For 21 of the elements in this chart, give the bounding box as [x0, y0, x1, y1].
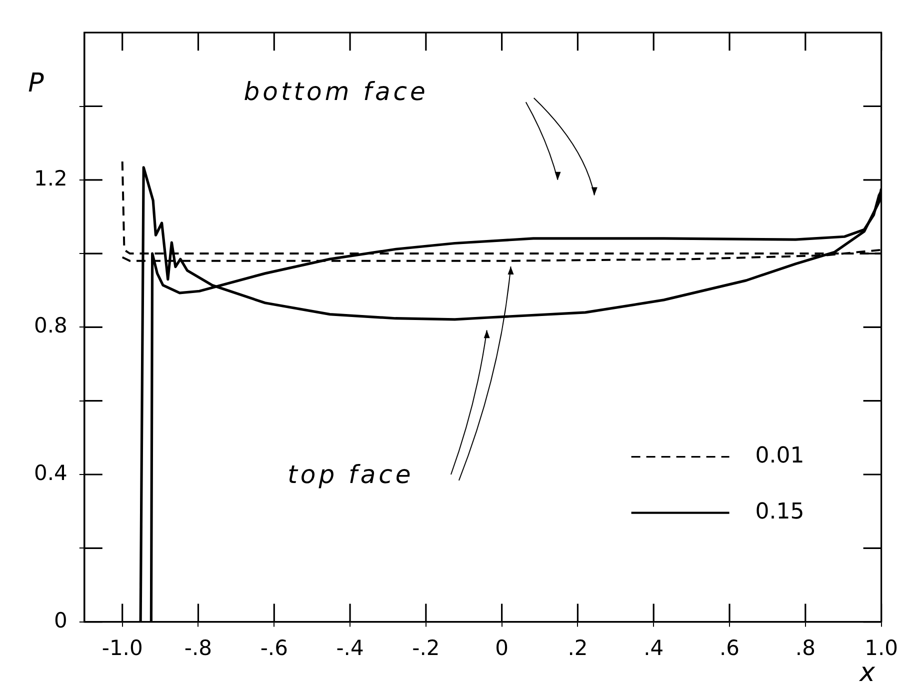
y-tick-label: 0.4 [34, 460, 68, 485]
y-tick-label: 1.2 [34, 166, 68, 190]
x-tick-label: -1.0 [102, 636, 143, 660]
x-tick-label: 0 [495, 636, 509, 660]
x-tick-label: .6 [719, 636, 740, 660]
legend-label: 0.01 [755, 444, 804, 469]
y-tick-label: 0.8 [34, 314, 68, 338]
x-tick-label: -.6 [260, 636, 288, 660]
x-tick-label: -.2 [412, 636, 440, 660]
y-tick-label: 0 [54, 608, 68, 632]
legend-label: 0.15 [755, 500, 804, 525]
x-tick-label: .2 [568, 636, 588, 660]
x-tick-label: -.4 [336, 636, 364, 660]
annotation: bottom face [244, 76, 428, 106]
x-tick-label: .8 [795, 636, 816, 660]
x-tick-label: -.8 [184, 636, 212, 660]
x-tick-label: .4 [644, 636, 664, 660]
y-axis-title: P [28, 68, 44, 98]
x-tick-label: 1.0 [864, 636, 898, 660]
annotation: top face [288, 460, 414, 489]
x-axis-title: x [858, 658, 876, 688]
